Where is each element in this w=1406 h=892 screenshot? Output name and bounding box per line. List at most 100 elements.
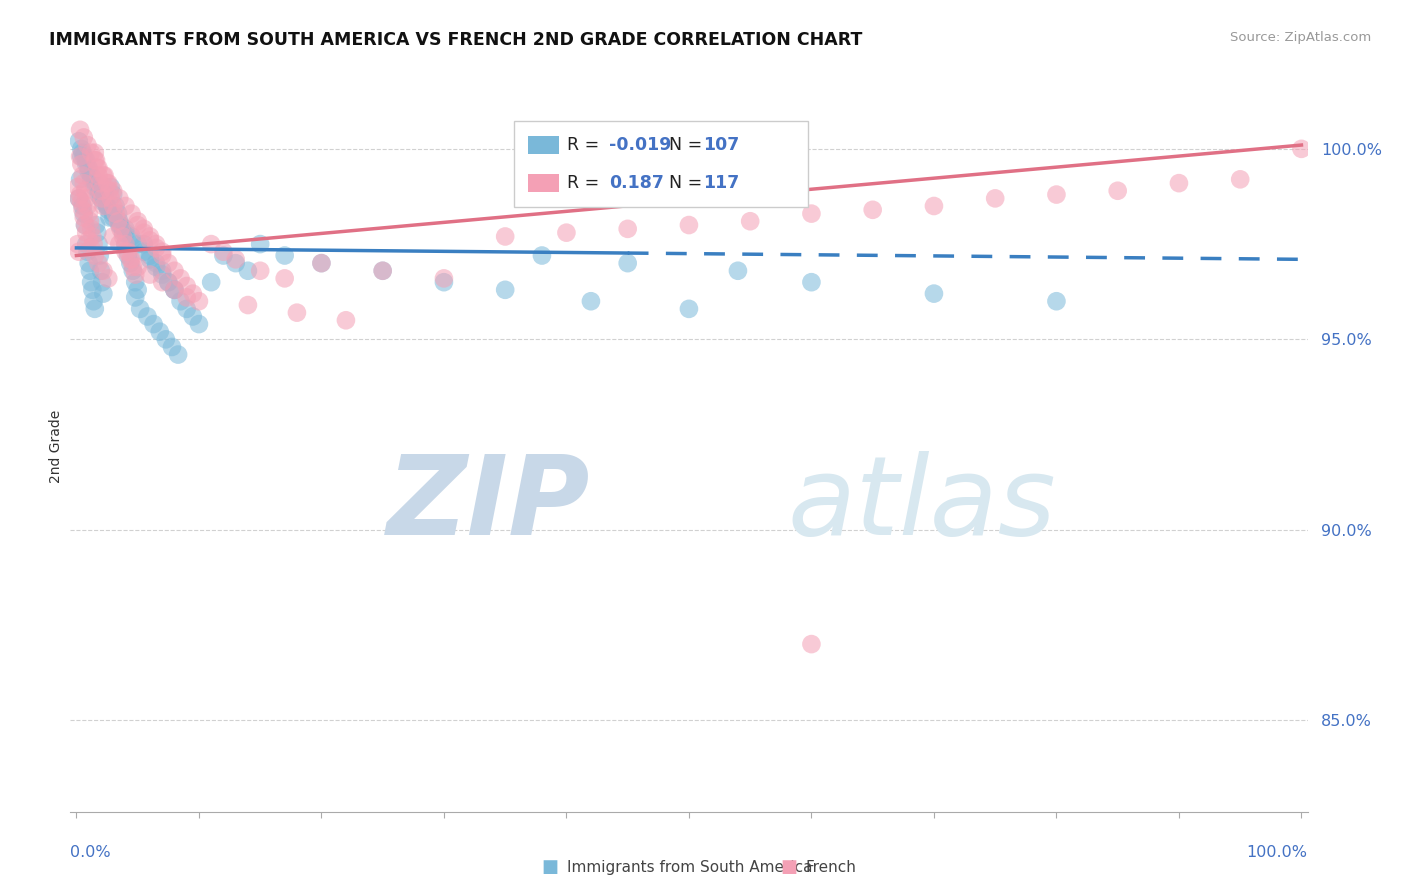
Point <box>157 256 180 270</box>
Point <box>132 222 155 236</box>
Point <box>96 176 118 190</box>
Point <box>73 218 96 232</box>
Point <box>86 226 108 240</box>
Point <box>800 206 823 220</box>
Point <box>169 294 191 309</box>
Point <box>157 275 180 289</box>
Point <box>73 130 96 145</box>
Point <box>108 218 131 232</box>
Point <box>75 157 97 171</box>
Point <box>862 202 884 217</box>
Point <box>101 199 124 213</box>
Point <box>83 301 105 316</box>
Point <box>83 145 105 160</box>
Point <box>91 275 114 289</box>
Point <box>142 317 165 331</box>
Point <box>145 260 167 274</box>
Point <box>800 637 823 651</box>
Point <box>72 145 94 160</box>
Point <box>149 325 172 339</box>
Point <box>87 256 110 270</box>
Text: ■: ■ <box>780 858 797 876</box>
Text: IMMIGRANTS FROM SOUTH AMERICA VS FRENCH 2ND GRADE CORRELATION CHART: IMMIGRANTS FROM SOUTH AMERICA VS FRENCH … <box>49 31 863 49</box>
Point <box>139 268 162 282</box>
Point <box>93 187 115 202</box>
Point <box>285 306 308 320</box>
Point <box>79 214 101 228</box>
Point <box>98 184 121 198</box>
Point <box>150 264 173 278</box>
Point <box>100 191 122 205</box>
Point <box>1229 172 1251 186</box>
Point <box>124 275 146 289</box>
Point <box>249 237 271 252</box>
Point <box>117 248 139 262</box>
Point <box>67 244 90 259</box>
Text: R =: R = <box>567 174 605 192</box>
Point <box>107 206 129 220</box>
Point <box>87 184 110 198</box>
Point <box>107 214 129 228</box>
Point <box>494 283 516 297</box>
Point <box>1107 184 1129 198</box>
Text: atlas: atlas <box>787 451 1056 558</box>
Point <box>97 176 120 190</box>
Point <box>83 294 105 309</box>
Text: Immigrants from South America: Immigrants from South America <box>567 860 813 874</box>
Text: French: French <box>806 860 856 874</box>
Point <box>80 222 103 236</box>
Point <box>111 229 134 244</box>
Point <box>335 313 357 327</box>
Point <box>150 268 173 282</box>
Text: Source: ZipAtlas.com: Source: ZipAtlas.com <box>1230 31 1371 45</box>
Point <box>76 138 98 153</box>
Point <box>136 310 159 324</box>
Point <box>101 229 124 244</box>
Point <box>121 260 143 274</box>
Point <box>200 275 222 289</box>
Point <box>155 332 177 346</box>
Point <box>150 275 173 289</box>
Point <box>433 275 456 289</box>
Point <box>83 248 105 262</box>
Point <box>212 244 235 259</box>
Point <box>70 195 93 210</box>
Point <box>80 275 103 289</box>
Point <box>1168 176 1191 190</box>
Point <box>150 244 173 259</box>
Point <box>139 233 162 247</box>
Point <box>555 226 578 240</box>
Point <box>176 279 198 293</box>
Point <box>121 252 143 267</box>
Point <box>80 172 103 186</box>
Text: R =: R = <box>567 136 605 153</box>
Point <box>311 256 333 270</box>
Point <box>77 161 100 175</box>
Point <box>740 214 762 228</box>
Point <box>86 161 108 175</box>
Point <box>145 256 167 270</box>
Point <box>616 222 638 236</box>
Point <box>84 153 107 168</box>
Point <box>72 169 94 183</box>
Point <box>157 275 180 289</box>
Point <box>225 252 247 267</box>
Point <box>67 191 90 205</box>
Point <box>117 244 139 259</box>
Point <box>124 268 146 282</box>
Point <box>90 184 112 198</box>
Point <box>70 142 93 156</box>
Point <box>922 286 945 301</box>
Text: 0.187: 0.187 <box>609 174 664 192</box>
Point <box>73 149 96 163</box>
Text: 0.0%: 0.0% <box>70 845 111 860</box>
Point <box>75 153 97 168</box>
Point <box>69 172 91 186</box>
Point <box>77 256 100 270</box>
Point <box>579 294 602 309</box>
Point <box>93 199 115 213</box>
Point <box>66 237 89 252</box>
Point <box>93 286 115 301</box>
Point <box>127 214 149 228</box>
Point <box>132 226 155 240</box>
